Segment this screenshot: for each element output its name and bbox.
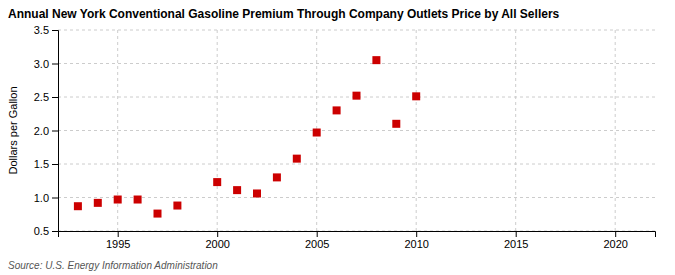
y-tick-mark	[52, 97, 58, 98]
y-tick-mark	[52, 30, 58, 31]
x-tick: 2005	[305, 231, 329, 250]
x-tick-label: 1995	[106, 238, 130, 250]
point	[74, 202, 82, 210]
y-axis-line	[52, 31, 59, 232]
x-tick-mark	[516, 231, 517, 237]
y-axis-title: Dollars per Gallon	[7, 86, 19, 174]
y-tick-label: 3.0	[34, 58, 49, 70]
point	[213, 178, 221, 186]
point	[233, 186, 241, 194]
chart: 1995 2000 2005 2010 2015 2020 0.5 1.0 1.5 2.0 2.5 3…	[0, 0, 675, 275]
x-axis: 1995 2000 2005 2010 2015 2020	[59, 231, 656, 250]
grid-line-x	[416, 30, 417, 231]
point	[114, 196, 122, 204]
x-tick: 2020	[603, 231, 627, 250]
y-tick-label: 0.5	[34, 225, 49, 237]
point	[372, 56, 380, 64]
y-tick: 1.5	[34, 158, 58, 170]
y-tick-label: 2.0	[34, 125, 49, 137]
y-tick-mark	[52, 231, 58, 232]
y-tick-label: 1.0	[34, 192, 49, 204]
y-tick-label: 2.5	[34, 91, 49, 103]
point	[154, 210, 162, 218]
y-tick-mark	[52, 164, 58, 165]
x-tick-mark	[615, 231, 616, 237]
point	[293, 155, 301, 163]
title: Annual New York Conventional Gasoline Pr…	[8, 7, 560, 21]
point	[412, 92, 420, 100]
point	[273, 173, 281, 181]
grid-line-y	[58, 197, 655, 198]
x-tick-label: 2015	[504, 238, 528, 250]
point	[333, 106, 341, 114]
grid-line-x	[515, 30, 516, 231]
y-tick: 2.5	[34, 91, 58, 103]
grid-line-x	[217, 30, 218, 231]
x-tick-label: 2020	[603, 238, 627, 250]
grid-line-y	[58, 164, 655, 165]
point	[392, 120, 400, 128]
point	[173, 202, 181, 210]
x-tick-label: 2000	[205, 238, 229, 250]
source-note: Source: U.S. Energy Information Administ…	[8, 260, 218, 271]
y-tick: 3.5	[34, 24, 58, 36]
point	[94, 199, 102, 207]
x-tick: 2010	[404, 231, 428, 250]
y-tick-mark	[52, 198, 58, 199]
grid-line-x	[615, 30, 616, 231]
y-axis: 0.5 1.0 1.5 2.0 2.5 3.0 3.5	[34, 24, 59, 237]
point	[353, 92, 361, 100]
x-tick-mark	[317, 231, 318, 237]
x-tick: 1995	[106, 231, 130, 250]
grid-line-y	[58, 63, 655, 64]
y-tick: 3.0	[34, 58, 58, 70]
point	[253, 189, 261, 197]
y-tick-mark	[52, 64, 58, 65]
point	[313, 129, 321, 137]
grid-line-y	[58, 30, 655, 31]
y-tick: 2.0	[34, 125, 58, 137]
y-tick-mark	[52, 131, 58, 132]
x-axis-line	[59, 232, 656, 238]
x-tick-mark	[217, 231, 218, 237]
plot-area: 1995 2000 2005 2010 2015 2020 0.5 1.0 1.5 2.0 2.5 3…	[34, 24, 656, 250]
x-tick-label: 2010	[404, 238, 428, 250]
x-tick: 2015	[504, 231, 528, 250]
points	[74, 56, 420, 217]
y-tick: 1.0	[34, 192, 58, 204]
grid-line-y	[58, 130, 655, 131]
y-tick-label: 3.5	[34, 24, 49, 36]
y-tick: 0.5	[34, 225, 58, 237]
grid	[58, 30, 655, 231]
x-tick-mark	[118, 231, 119, 237]
x-tick-mark	[416, 231, 417, 237]
point	[134, 196, 142, 204]
y-tick-label: 1.5	[34, 158, 49, 170]
x-tick: 2000	[205, 231, 229, 250]
x-tick-label: 2005	[305, 238, 329, 250]
